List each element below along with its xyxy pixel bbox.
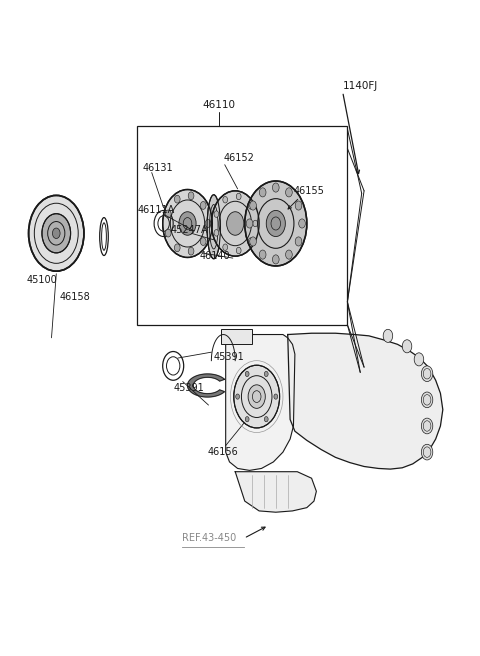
Circle shape bbox=[250, 237, 256, 246]
Circle shape bbox=[165, 210, 171, 218]
Circle shape bbox=[383, 329, 393, 342]
Circle shape bbox=[250, 201, 256, 210]
Text: 46111A: 46111A bbox=[137, 205, 175, 215]
Text: 45100: 45100 bbox=[26, 275, 57, 285]
Circle shape bbox=[248, 238, 253, 245]
Circle shape bbox=[299, 219, 305, 228]
Circle shape bbox=[223, 244, 228, 251]
Circle shape bbox=[211, 191, 259, 256]
Circle shape bbox=[286, 250, 292, 259]
Text: REF.43-450: REF.43-450 bbox=[182, 533, 236, 543]
Circle shape bbox=[421, 418, 433, 434]
Circle shape bbox=[174, 244, 180, 252]
Text: 46156: 46156 bbox=[207, 447, 238, 457]
Circle shape bbox=[264, 371, 268, 377]
Circle shape bbox=[273, 255, 279, 264]
Circle shape bbox=[200, 201, 206, 209]
Circle shape bbox=[245, 371, 249, 377]
Circle shape bbox=[245, 417, 249, 422]
Circle shape bbox=[402, 340, 412, 353]
Circle shape bbox=[179, 212, 196, 236]
Circle shape bbox=[174, 195, 180, 203]
Circle shape bbox=[295, 201, 302, 210]
Circle shape bbox=[259, 250, 266, 259]
Circle shape bbox=[266, 211, 285, 237]
Circle shape bbox=[214, 211, 219, 217]
Circle shape bbox=[52, 228, 60, 239]
Circle shape bbox=[165, 229, 171, 237]
Polygon shape bbox=[226, 335, 295, 470]
Text: 45391: 45391 bbox=[173, 383, 204, 393]
Polygon shape bbox=[235, 472, 316, 512]
Text: 46140: 46140 bbox=[199, 251, 230, 261]
Circle shape bbox=[273, 183, 279, 192]
Text: 45391: 45391 bbox=[214, 352, 244, 362]
Circle shape bbox=[421, 444, 433, 460]
Circle shape bbox=[421, 392, 433, 407]
Circle shape bbox=[163, 190, 212, 257]
Circle shape bbox=[236, 394, 240, 400]
Circle shape bbox=[259, 188, 266, 197]
Circle shape bbox=[188, 192, 194, 199]
Text: 45247A: 45247A bbox=[171, 225, 208, 235]
Text: 1140FJ: 1140FJ bbox=[343, 81, 378, 91]
Text: 46158: 46158 bbox=[60, 292, 91, 302]
Text: 46110: 46110 bbox=[202, 100, 235, 110]
Text: 46131: 46131 bbox=[142, 163, 173, 173]
Circle shape bbox=[42, 214, 71, 253]
Circle shape bbox=[245, 181, 307, 266]
Circle shape bbox=[227, 212, 244, 236]
Circle shape bbox=[236, 247, 241, 254]
Circle shape bbox=[234, 365, 280, 428]
Polygon shape bbox=[188, 374, 225, 397]
Circle shape bbox=[29, 195, 84, 271]
Circle shape bbox=[200, 237, 206, 245]
Ellipse shape bbox=[207, 195, 220, 258]
Text: 46152: 46152 bbox=[223, 153, 254, 163]
Circle shape bbox=[214, 230, 219, 236]
Bar bbox=[137, 125, 348, 325]
Circle shape bbox=[205, 220, 211, 228]
Circle shape bbox=[414, 353, 424, 366]
Circle shape bbox=[236, 194, 241, 199]
Polygon shape bbox=[288, 333, 443, 469]
Circle shape bbox=[223, 196, 228, 203]
Circle shape bbox=[295, 237, 302, 246]
Circle shape bbox=[264, 417, 268, 422]
Circle shape bbox=[253, 220, 258, 227]
Text: 46155: 46155 bbox=[293, 186, 324, 196]
Circle shape bbox=[248, 203, 253, 209]
Circle shape bbox=[246, 219, 253, 228]
Bar bbox=[221, 329, 252, 344]
Circle shape bbox=[286, 188, 292, 197]
Circle shape bbox=[248, 385, 265, 408]
Circle shape bbox=[188, 247, 194, 255]
Circle shape bbox=[421, 366, 433, 382]
Circle shape bbox=[274, 394, 278, 400]
